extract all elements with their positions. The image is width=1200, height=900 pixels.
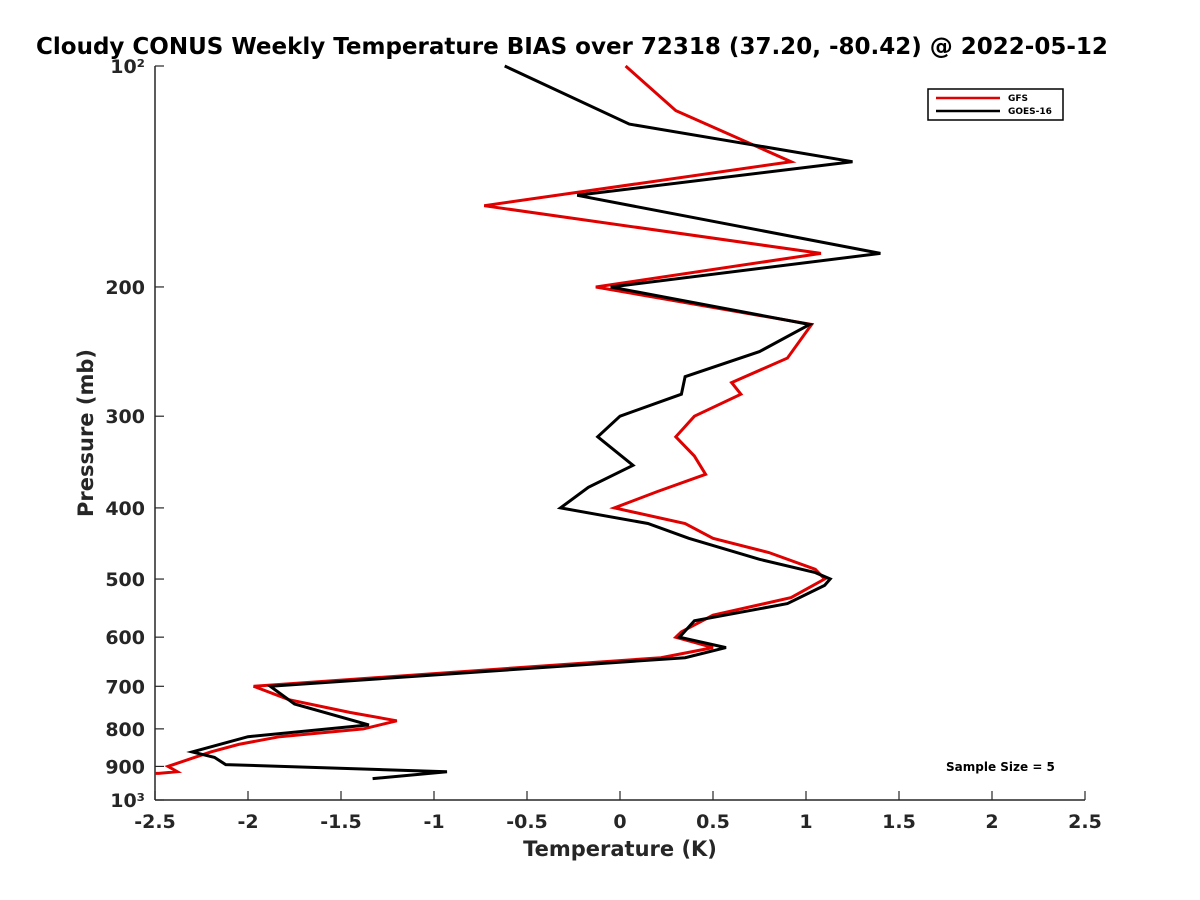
x-tick-label: 2.5 (1068, 811, 1102, 833)
series-line-goes16 (186, 64, 881, 781)
x-tick-label: -1.5 (320, 811, 362, 833)
y-tick-label: 700 (105, 676, 145, 698)
y-axis-label: Pressure (mb) (74, 349, 98, 517)
y-tick-label: 10² (110, 56, 145, 78)
legend-label-goes16: GOES-16 (1008, 107, 1052, 117)
y-tick-label: 400 (105, 498, 145, 520)
x-tick-label: -2.5 (134, 811, 176, 833)
x-tick-label: 1.5 (882, 811, 916, 833)
y-tick-label: 900 (105, 756, 145, 778)
axes (154, 66, 1085, 801)
chart-title: Cloudy CONUS Weekly Temperature BIAS ove… (36, 34, 1108, 60)
x-tick-label: -1 (423, 811, 444, 833)
y-ticks: 10² 200 300 400 500 600 700 800 900 10³ (105, 56, 164, 812)
series-line-gfs (155, 64, 828, 775)
x-tick-label: 2 (985, 811, 998, 833)
legend: GFS GOES-16 (927, 88, 1064, 121)
x-tick-label: 1 (799, 811, 812, 833)
x-axis-label: Temperature (K) (523, 837, 717, 861)
legend-box (927, 88, 1064, 121)
y-tick-label: 600 (105, 627, 145, 649)
data-series (155, 64, 881, 781)
x-tick-label: 0 (613, 811, 626, 833)
x-tick-label: -0.5 (506, 811, 548, 833)
y-tick-label: 10³ (110, 790, 145, 812)
legend-label-gfs: GFS (1008, 94, 1028, 104)
x-ticks: -2.5 -2 -1.5 -1 -0.5 0 0.5 1 1.5 2 2.5 (134, 791, 1102, 833)
x-tick-label: 0.5 (696, 811, 730, 833)
sample-size-annotation: Sample Size = 5 (946, 760, 1055, 774)
y-tick-label: 200 (105, 277, 145, 299)
y-tick-label: 500 (105, 569, 145, 591)
y-tick-label: 800 (105, 719, 145, 741)
x-tick-label: -2 (237, 811, 258, 833)
y-tick-label: 300 (105, 406, 145, 428)
